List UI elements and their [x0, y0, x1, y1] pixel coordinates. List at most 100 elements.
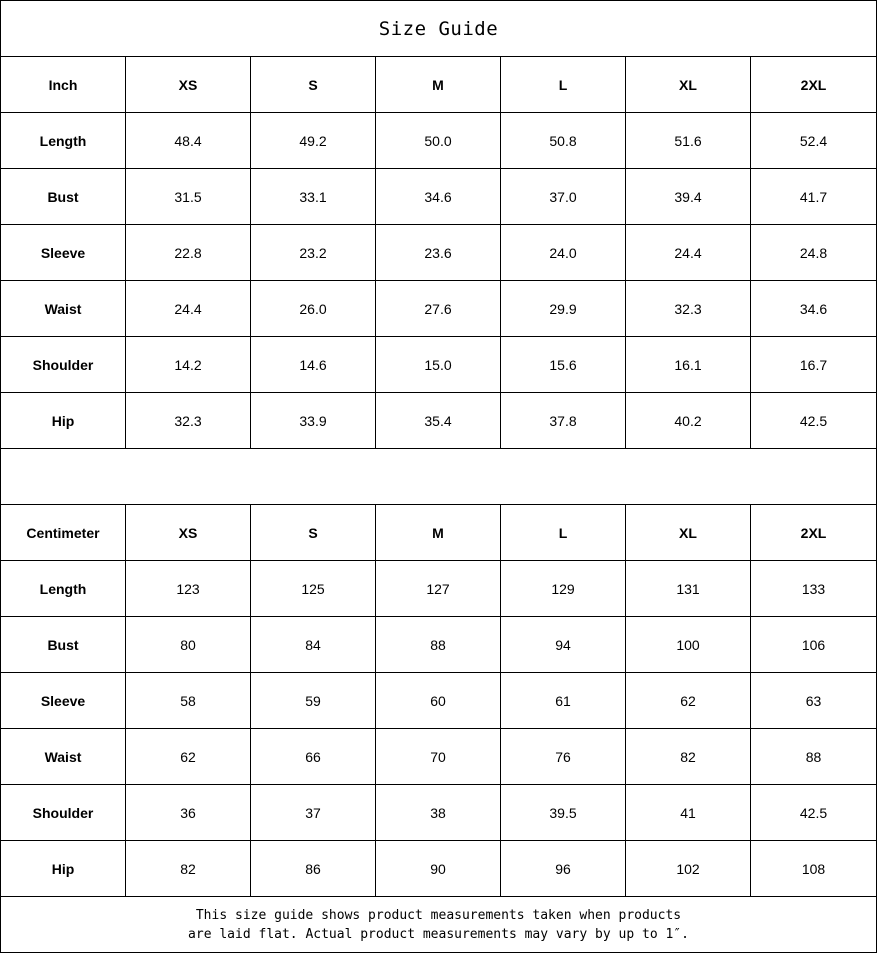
measurement-value: 39.4	[625, 168, 751, 225]
measurement-value: 88	[375, 616, 501, 673]
page-title: Size Guide	[0, 0, 877, 57]
note-row: This size guide shows product measuremen…	[0, 896, 877, 953]
measurement-value: 23.6	[375, 224, 501, 281]
measurement-value: 41	[625, 784, 751, 841]
measurement-label: Waist	[0, 728, 126, 785]
measurement-value: 15.0	[375, 336, 501, 393]
measurement-value: 14.6	[250, 336, 376, 393]
measurement-value: 50.8	[500, 112, 626, 169]
measurement-value: 50.0	[375, 112, 501, 169]
note-line-1: This size guide shows product measuremen…	[195, 907, 682, 923]
measurement-label: Waist	[0, 280, 126, 337]
measurement-value: 32.3	[625, 280, 751, 337]
measurement-value: 26.0	[250, 280, 376, 337]
size-header-m: M	[375, 56, 501, 113]
measurement-value: 33.9	[250, 392, 376, 449]
measurement-value: 123	[125, 560, 251, 617]
measurement-label: Length	[0, 112, 126, 169]
measurement-value: 16.1	[625, 336, 751, 393]
measurement-value: 24.0	[500, 224, 626, 281]
size-header-s: S	[250, 504, 376, 561]
measurement-value: 37.0	[500, 168, 626, 225]
measurement-label: Shoulder	[0, 336, 126, 393]
measurement-value: 24.4	[625, 224, 751, 281]
measurement-label: Bust	[0, 616, 126, 673]
measurement-value: 90	[375, 840, 501, 897]
measurement-value: 82	[625, 728, 751, 785]
measurement-value: 36	[125, 784, 251, 841]
measurement-value: 102	[625, 840, 751, 897]
measurement-value: 31.5	[125, 168, 251, 225]
measurement-value: 82	[125, 840, 251, 897]
measurement-value: 48.4	[125, 112, 251, 169]
measurement-value: 61	[500, 672, 626, 729]
measurement-value: 37	[250, 784, 376, 841]
measurement-value: 106	[750, 616, 877, 673]
measurement-value: 62	[625, 672, 751, 729]
unit-label: Centimeter	[0, 504, 126, 561]
measurement-value: 108	[750, 840, 877, 897]
table-row: Waist 62 66 70 76 82 88	[0, 728, 877, 785]
measurement-label: Bust	[0, 168, 126, 225]
measurement-value: 100	[625, 616, 751, 673]
measurement-value: 29.9	[500, 280, 626, 337]
measurement-value: 59	[250, 672, 376, 729]
title-row: Size Guide	[0, 0, 877, 57]
measurement-value: 62	[125, 728, 251, 785]
measurement-value: 14.2	[125, 336, 251, 393]
measurement-value: 38	[375, 784, 501, 841]
measurement-value: 84	[250, 616, 376, 673]
measurement-value: 63	[750, 672, 877, 729]
measurement-value: 42.5	[750, 392, 877, 449]
size-header-xs: XS	[125, 504, 251, 561]
table-row: Shoulder 14.2 14.6 15.0 15.6 16.1 16.7	[0, 336, 877, 393]
table-row: Sleeve 22.8 23.2 23.6 24.0 24.4 24.8	[0, 224, 877, 281]
unit-label: Inch	[0, 56, 126, 113]
spacer-row	[0, 448, 877, 505]
measurement-value: 127	[375, 560, 501, 617]
size-header-xs: XS	[125, 56, 251, 113]
table-row: Bust 80 84 88 94 100 106	[0, 616, 877, 673]
measurement-label: Length	[0, 560, 126, 617]
table-row: Length 123 125 127 129 131 133	[0, 560, 877, 617]
measurement-value: 133	[750, 560, 877, 617]
table-row: Hip 82 86 90 96 102 108	[0, 840, 877, 897]
measurement-value: 66	[250, 728, 376, 785]
measurement-value: 22.8	[125, 224, 251, 281]
measurement-value: 131	[625, 560, 751, 617]
measurement-value: 39.5	[500, 784, 626, 841]
measurement-value: 86	[250, 840, 376, 897]
measurement-value: 34.6	[375, 168, 501, 225]
measurement-value: 88	[750, 728, 877, 785]
measurement-value: 70	[375, 728, 501, 785]
size-header-l: L	[500, 504, 626, 561]
measurement-label: Shoulder	[0, 784, 126, 841]
table-row: Bust 31.5 33.1 34.6 37.0 39.4 41.7	[0, 168, 877, 225]
inch-header-row: Inch XS S M L XL 2XL	[0, 56, 877, 113]
size-header-2xl: 2XL	[750, 56, 877, 113]
measurement-value: 27.6	[375, 280, 501, 337]
size-note: This size guide shows product measuremen…	[0, 896, 877, 953]
measurement-value: 94	[500, 616, 626, 673]
measurement-value: 24.4	[125, 280, 251, 337]
measurement-label: Sleeve	[0, 224, 126, 281]
measurement-label: Sleeve	[0, 672, 126, 729]
measurement-value: 51.6	[625, 112, 751, 169]
measurement-value: 76	[500, 728, 626, 785]
table-row: Sleeve 58 59 60 61 62 63	[0, 672, 877, 729]
measurement-value: 24.8	[750, 224, 877, 281]
measurement-value: 125	[250, 560, 376, 617]
centimeter-header-row: Centimeter XS S M L XL 2XL	[0, 504, 877, 561]
measurement-value: 40.2	[625, 392, 751, 449]
spacer-cell	[0, 448, 877, 505]
measurement-value: 33.1	[250, 168, 376, 225]
size-header-m: M	[375, 504, 501, 561]
size-header-xl: XL	[625, 56, 751, 113]
measurement-value: 15.6	[500, 336, 626, 393]
measurement-value: 96	[500, 840, 626, 897]
size-header-xl: XL	[625, 504, 751, 561]
measurement-value: 129	[500, 560, 626, 617]
measurement-value: 42.5	[750, 784, 877, 841]
